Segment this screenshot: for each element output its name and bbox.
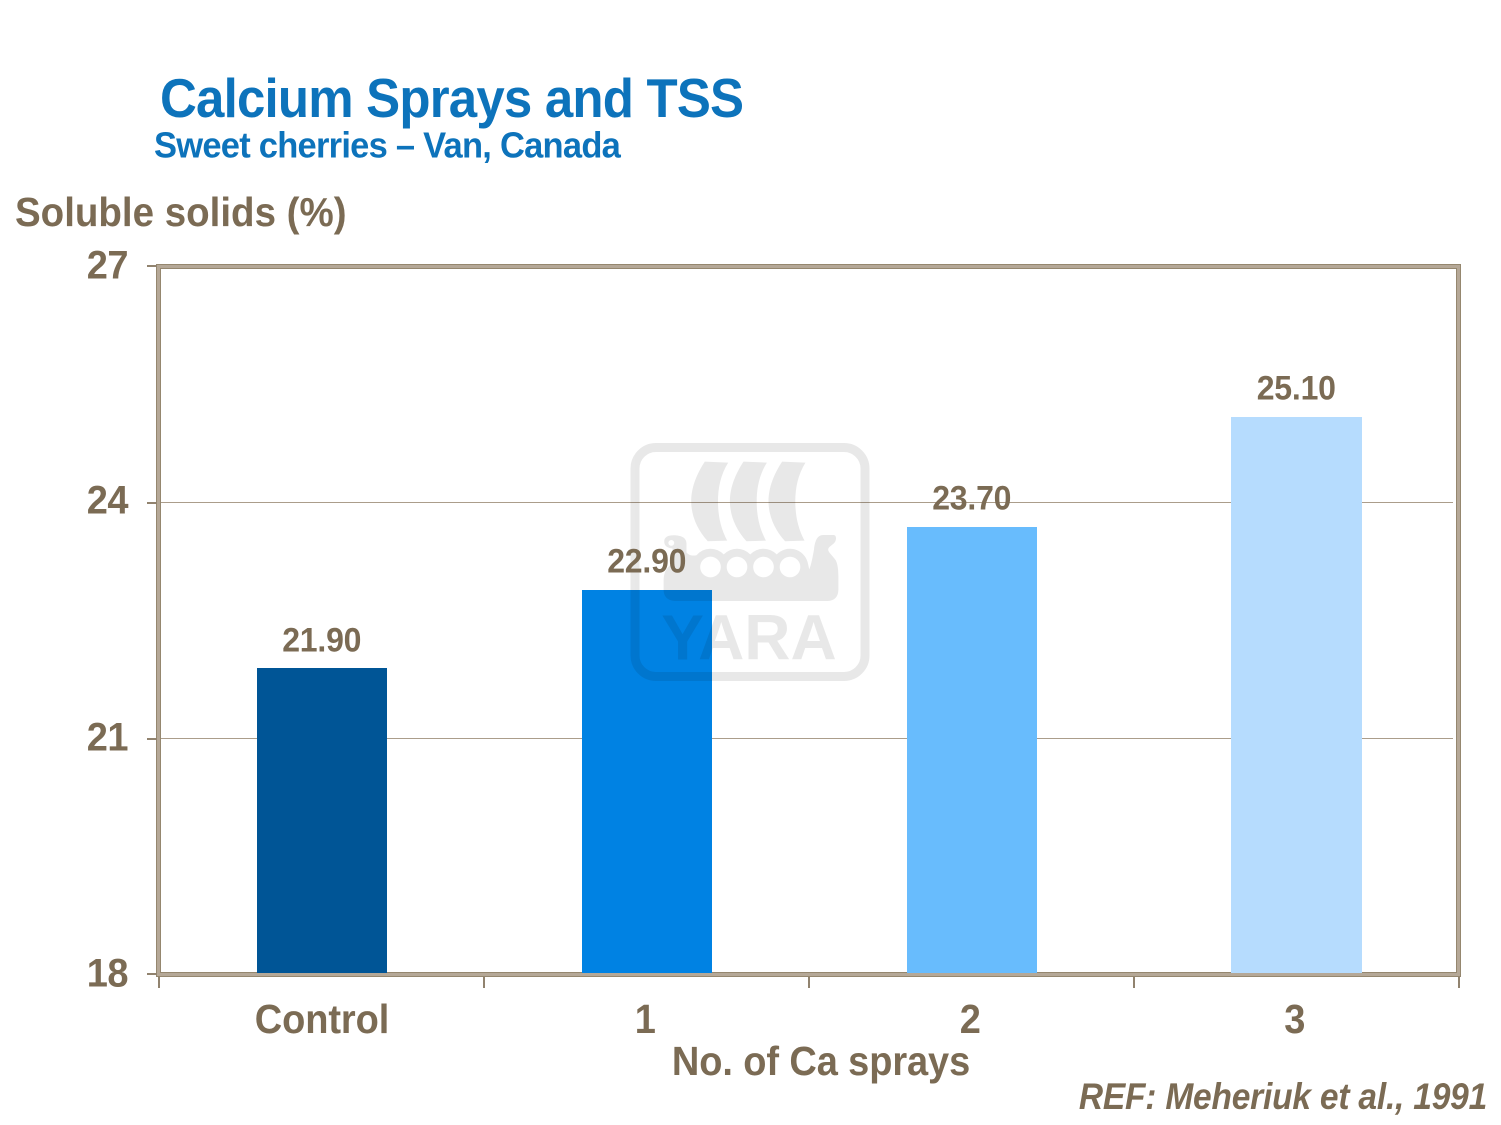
svg-text:YARA: YARA	[661, 602, 836, 674]
